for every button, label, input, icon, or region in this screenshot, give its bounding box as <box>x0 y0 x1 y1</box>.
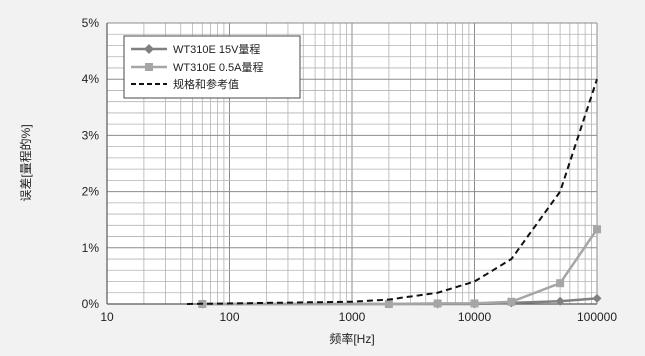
x-tick-label: 10000 <box>458 310 492 324</box>
legend-entry-15v: WT310E 15V量程 <box>131 43 260 56</box>
data-point-square <box>384 300 393 308</box>
series-line-2 <box>187 78 598 305</box>
y-tick-label: 3% <box>82 128 100 142</box>
y-tick-label: 1% <box>82 241 100 255</box>
x-axis-label: 频率[Hz] <box>329 331 374 346</box>
legend-label-05a: WT310E 0.5A量程 <box>173 61 263 74</box>
data-point-square <box>470 299 479 308</box>
y-tick-label: 4% <box>82 72 100 86</box>
y-tick-label: 5% <box>82 16 100 30</box>
x-tick-label: 100 <box>219 310 239 324</box>
data-point-diamond <box>555 296 565 306</box>
legend-diamond-marker <box>144 44 154 54</box>
x-tick-label: 10 <box>100 310 114 324</box>
data-point-square <box>433 299 442 308</box>
y-axis-label: 误差[量程的%] <box>18 124 33 201</box>
tick-labels: 10 100 1000 10000 100000 0% 1% 2% 3% 4% 5% <box>82 16 618 324</box>
legend: WT310E 15V量程 WT310E 0.5A量程 规格和参考值 <box>123 35 301 99</box>
legend-label-15v: WT310E 15V量程 <box>173 43 260 56</box>
x-tick-label: 100000 <box>577 310 617 324</box>
legend-label-spec: 规格和参考值 <box>173 77 239 91</box>
data-point-square <box>556 279 565 288</box>
data-point-diamond <box>592 293 602 303</box>
series-lines <box>187 78 602 309</box>
legend-entry-spec: 规格和参考值 <box>131 77 239 91</box>
y-tick-label: 0% <box>82 297 100 311</box>
x-tick-label: 1000 <box>339 310 366 324</box>
legend-entry-05a: WT310E 0.5A量程 <box>131 61 263 74</box>
data-point-square <box>507 297 516 306</box>
data-point-square <box>593 225 601 234</box>
legend-square-marker <box>145 63 153 71</box>
y-tick-label: 2% <box>82 185 100 199</box>
